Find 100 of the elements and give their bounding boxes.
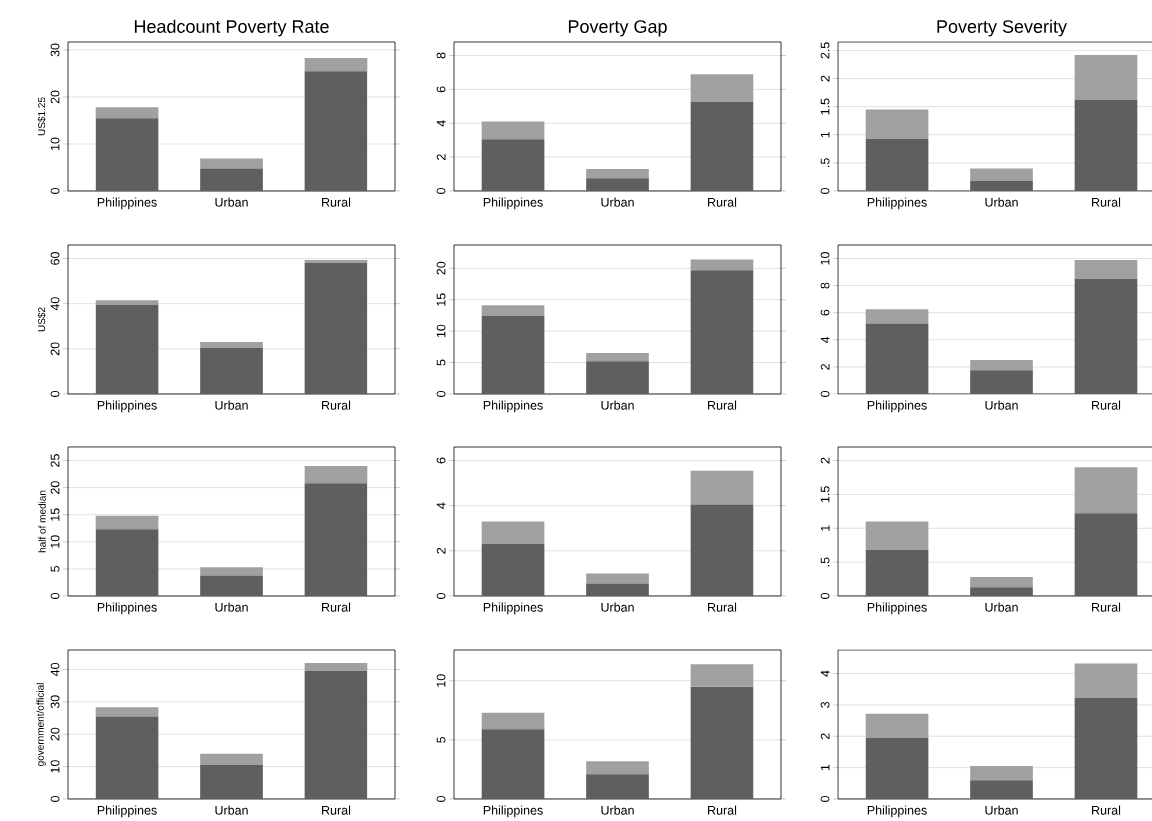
y-tick-label: 5	[50, 565, 60, 572]
chart-title: Poverty Gap	[568, 20, 667, 37]
bar	[586, 583, 649, 596]
y-tick-label: 2	[820, 75, 830, 82]
y-tick-label: 1.5	[820, 98, 830, 115]
bar	[95, 107, 159, 119]
y-tick-label: 0	[436, 796, 446, 802]
x-tick-label: Rural	[322, 805, 351, 815]
y-tick-label: .5	[820, 158, 830, 167]
bar	[586, 361, 649, 394]
bar	[200, 567, 263, 576]
x-tick-label: Urban	[601, 197, 634, 207]
y-tick-label: 0	[820, 593, 830, 599]
y-tick-label: 8	[820, 282, 830, 289]
y-tick-label: 10	[50, 137, 60, 150]
bar	[586, 353, 649, 362]
y-tick-label: 1	[820, 764, 830, 771]
bar	[970, 360, 1033, 371]
y-tick-label: 0	[820, 796, 830, 802]
y-tick-label: 25	[50, 454, 60, 467]
bar	[200, 764, 263, 799]
y-tick-label: 6	[820, 309, 830, 316]
bar	[200, 753, 263, 765]
bar	[481, 121, 545, 140]
bar	[586, 178, 649, 191]
y-tick-label: 0	[436, 391, 446, 397]
bar	[304, 465, 368, 484]
x-tick-label: Philippines	[483, 602, 543, 615]
x-tick-label: Urban	[215, 602, 248, 612]
y-tick-label: 0	[436, 188, 446, 194]
bar	[95, 300, 159, 305]
x-tick-label: Philippines	[867, 805, 927, 818]
y-axis-title: US$2	[37, 307, 46, 332]
x-tick-label: Rural	[322, 197, 351, 207]
bar	[1074, 259, 1138, 279]
bar	[865, 521, 929, 550]
bar	[95, 529, 159, 596]
bar	[95, 118, 159, 191]
y-tick-label: 6	[436, 457, 446, 464]
y-tick-label: 40	[50, 297, 60, 311]
chart-title: Poverty Severity	[937, 19, 1067, 37]
bar	[1074, 278, 1138, 394]
y-axis-title: half of median	[38, 490, 46, 553]
bar	[970, 577, 1033, 588]
bar	[586, 573, 649, 584]
bar	[865, 138, 929, 191]
y-tick-label: 1.5	[820, 486, 830, 503]
y-tick-label: 0	[50, 391, 60, 397]
bar	[304, 483, 368, 596]
y-tick-label: 6	[436, 86, 446, 93]
y-tick-label: 15	[50, 508, 60, 521]
x-tick-label: Urban	[215, 197, 248, 207]
bar	[1074, 99, 1138, 191]
y-tick-label: 5	[436, 359, 446, 366]
bar	[690, 504, 754, 596]
bar	[970, 780, 1033, 799]
y-tick-label: 4	[436, 502, 446, 509]
y-tick-label: 4	[820, 336, 830, 343]
bar	[690, 102, 754, 191]
x-tick-label: Urban	[985, 400, 1018, 410]
y-tick-label: 20	[50, 481, 60, 494]
y-tick-label: 2	[820, 364, 830, 370]
y-tick-label: 1	[820, 525, 830, 531]
x-tick-label: Rural	[1092, 400, 1121, 410]
y-tick-label: 2	[820, 457, 830, 464]
x-tick-label: Urban	[601, 602, 634, 612]
y-tick-label: 15	[436, 293, 446, 306]
y-axis-title: US$1.25	[37, 97, 46, 136]
x-tick-label: Rural	[1092, 602, 1121, 612]
bar	[95, 707, 159, 717]
x-tick-label: Urban	[215, 805, 248, 815]
bar	[970, 766, 1033, 781]
x-tick-label: Philippines	[867, 400, 927, 413]
chart-title: Headcount Poverty Rate	[134, 19, 329, 37]
bar	[865, 737, 929, 799]
bar	[95, 716, 159, 799]
y-tick-label: 10	[50, 760, 60, 773]
bar	[690, 470, 754, 505]
x-tick-label: Philippines	[97, 400, 157, 413]
y-tick-label: 60	[50, 252, 60, 265]
y-tick-label: 0	[50, 188, 60, 194]
y-tick-label: 0	[820, 188, 830, 194]
bar	[304, 71, 368, 191]
bar	[1074, 467, 1138, 514]
bar	[690, 259, 754, 271]
y-tick-label: 10	[436, 324, 446, 338]
x-tick-label: Rural	[1092, 805, 1121, 815]
bar	[690, 664, 754, 687]
bar	[200, 168, 263, 191]
bar	[481, 712, 545, 730]
bar	[304, 260, 368, 264]
bar	[481, 305, 545, 317]
y-tick-label: 3	[820, 701, 830, 708]
bar	[586, 761, 649, 775]
y-tick-label: 1	[820, 131, 830, 138]
y-tick-label: 2.5	[820, 42, 830, 59]
y-tick-label: 8	[436, 52, 446, 59]
bar	[481, 729, 545, 799]
y-tick-label: 10	[820, 252, 830, 265]
bar	[1074, 663, 1138, 698]
